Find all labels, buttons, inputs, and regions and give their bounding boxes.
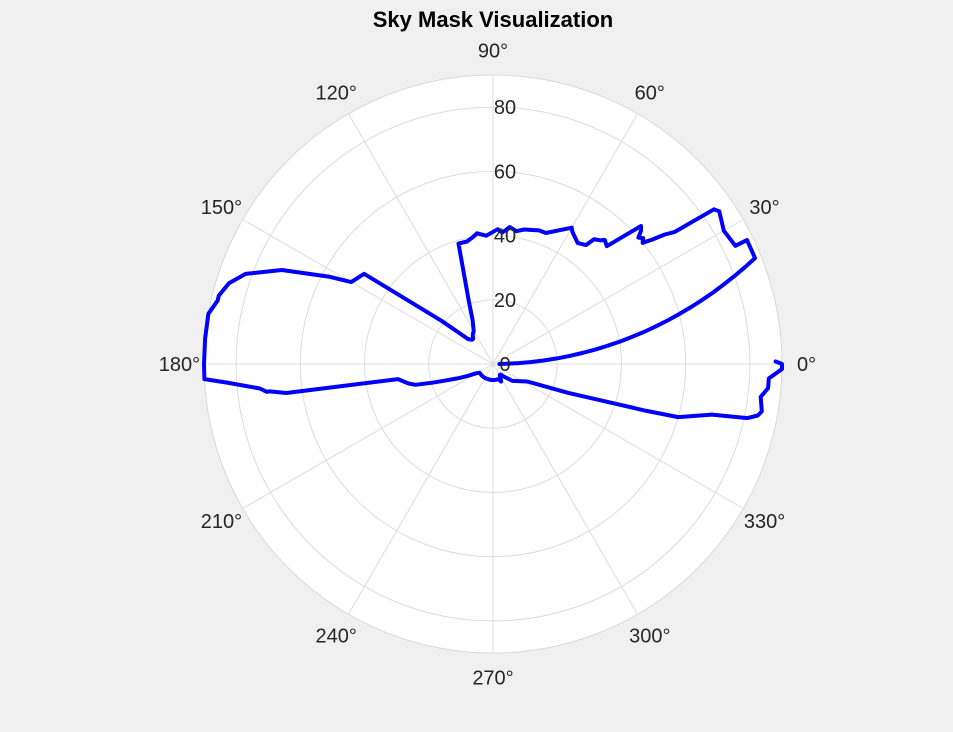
angular-tick-label-60: 60° (635, 82, 665, 104)
angular-tick-label-0: 0° (797, 354, 816, 376)
polar-axes: 0 20 40 60 80 0° 30° 60° 90° 120° 150° 180° 210° 240… (159, 40, 816, 689)
polar-grid (204, 75, 782, 653)
radial-tick-label-80: 80 (494, 97, 516, 119)
angular-gridline-60 (492, 113, 638, 365)
series-layer (202, 207, 784, 421)
radial-tick-label-0: 0 (499, 354, 510, 376)
angular-tick-label-330: 330° (744, 511, 785, 533)
angular-gridline-150 (242, 219, 494, 365)
sky-mask-series-line (202, 207, 784, 421)
angular-tick-label-30: 30° (749, 197, 779, 219)
angular-tick-labels: 0° 30° 60° 90° 120° 150° 180° 210° 240° 270° 300° 3… (159, 40, 816, 689)
radial-tick-labels: 0 20 40 60 80 (494, 97, 516, 376)
angular-gridline-210 (242, 363, 494, 509)
angular-gridline-120 (348, 113, 494, 365)
radial-tick-label-40: 40 (494, 226, 516, 248)
angular-tick-label-120: 120° (316, 82, 357, 104)
angular-gridline-240 (348, 363, 494, 615)
angular-tick-label-150: 150° (201, 197, 242, 219)
angular-tick-label-90: 90° (478, 40, 508, 62)
angular-gridline-30 (492, 219, 744, 365)
angular-tick-label-210: 210° (201, 511, 242, 533)
angular-tick-label-180: 180° (159, 354, 200, 376)
angular-tick-label-240: 240° (316, 626, 357, 648)
radial-tick-label-60: 60 (494, 161, 516, 183)
radial-tick-label-20: 20 (494, 290, 516, 312)
angular-tick-label-300: 300° (629, 626, 670, 648)
angular-gridline-330 (492, 363, 744, 509)
chart-title: Sky Mask Visualization (373, 7, 613, 32)
angular-tick-label-270: 270° (472, 668, 513, 690)
angular-gridline-300 (492, 363, 638, 615)
